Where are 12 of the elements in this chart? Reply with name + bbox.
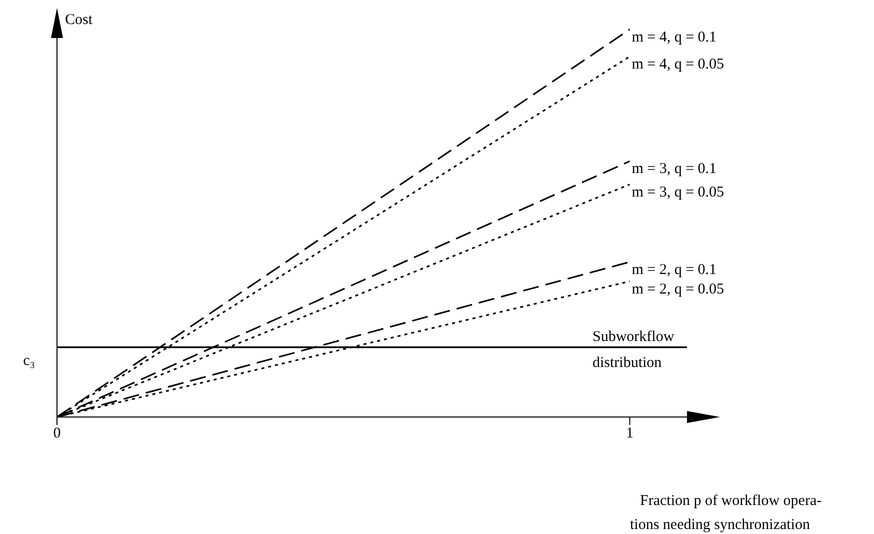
x-tick-label: 0: [53, 426, 61, 442]
series-label: m = 4, q = 0.05: [632, 56, 724, 73]
annotation: c₃: [23, 353, 35, 370]
series-label: m = 2, q = 0.05: [632, 281, 724, 298]
x-axis-title: Fraction p of workflow opera- tions needing synchronization: [630, 493, 822, 533]
y-axis-title: Cost: [65, 12, 94, 28]
x-tick-label: 1: [626, 426, 634, 442]
series-label: m = 3, q = 0.1: [632, 161, 717, 178]
ref-line-label: Subworkflow distribution: [592, 329, 674, 372]
series-label: m = 3, q = 0.05: [632, 184, 724, 200]
series-label: m = 2, q = 0.1: [632, 262, 717, 278]
series-label: m = 4, q = 0.1: [632, 29, 717, 46]
